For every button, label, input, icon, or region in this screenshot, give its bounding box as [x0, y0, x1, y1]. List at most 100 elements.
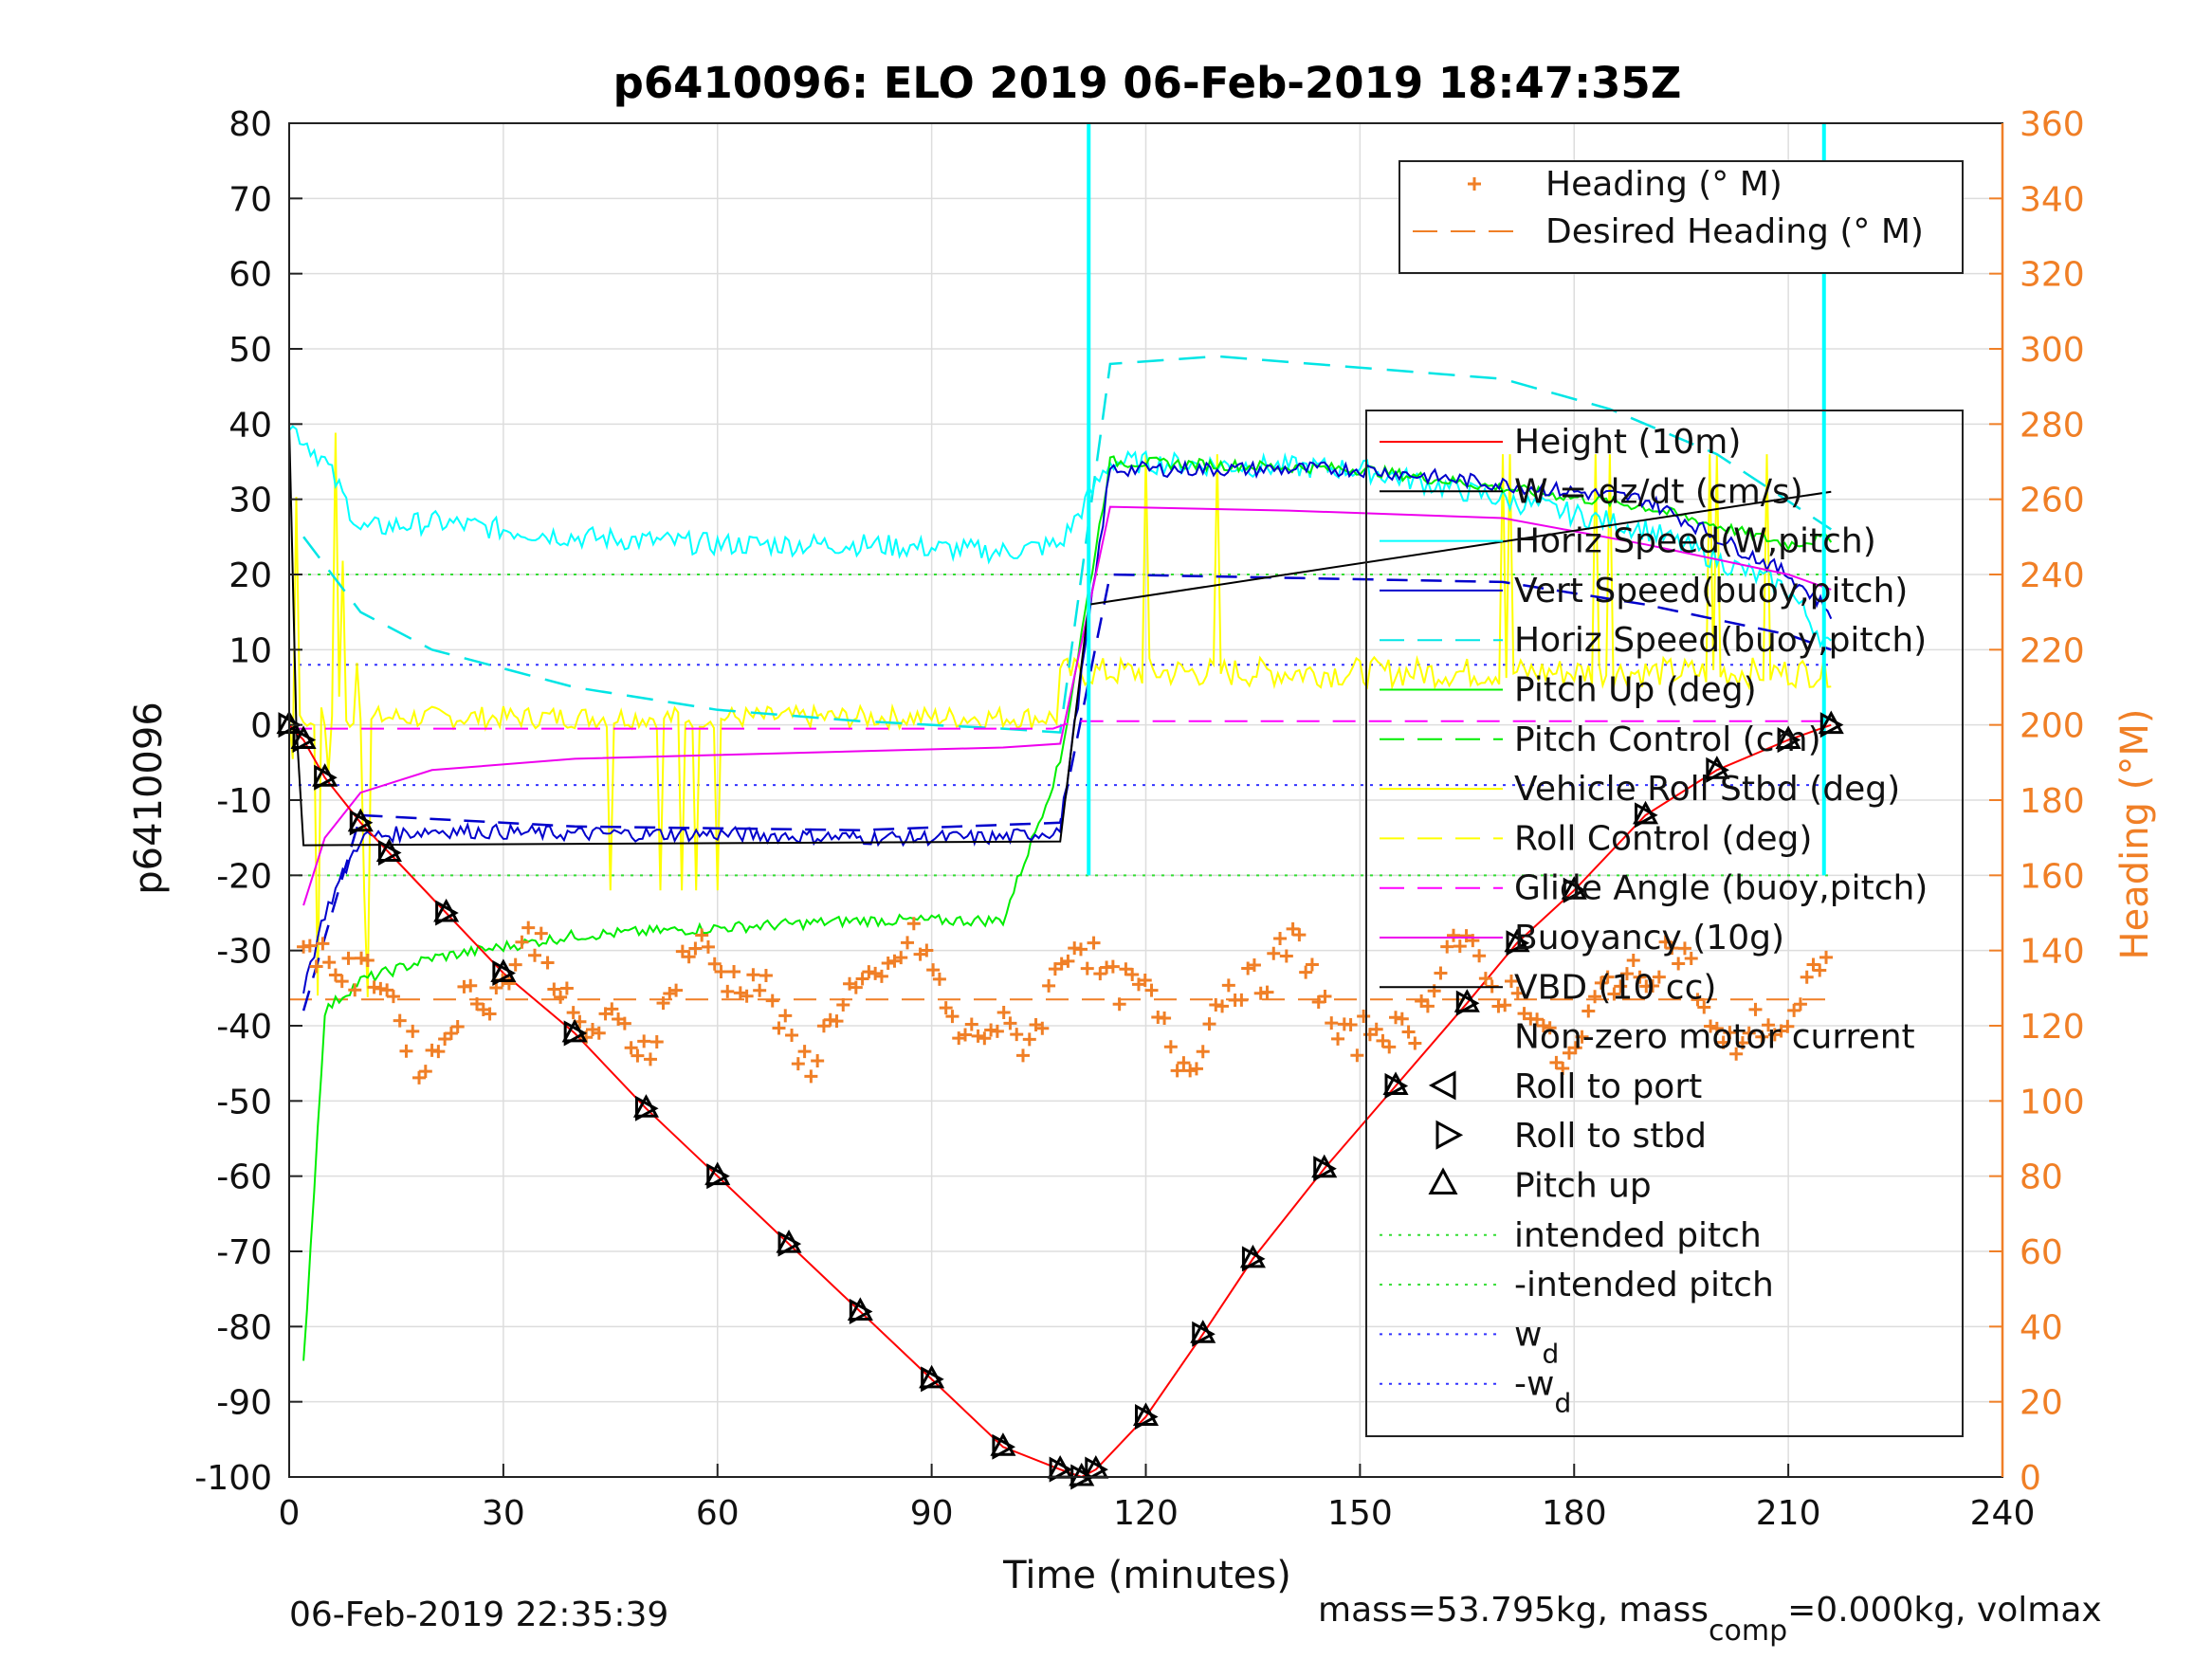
y2-tick-label: 140	[2020, 933, 2085, 972]
heading-marker	[1376, 1033, 1390, 1048]
heading-marker	[1350, 1048, 1364, 1063]
heading-marker	[1800, 970, 1814, 984]
heading-marker	[1729, 1047, 1744, 1061]
y-tick-label: -20	[216, 857, 272, 896]
y2-tick-label: 40	[2020, 1308, 2063, 1347]
heading-marker	[1022, 1032, 1036, 1047]
heading-marker	[1723, 1026, 1737, 1040]
series-line	[302, 505, 1832, 906]
y2-tick-label: 60	[2020, 1233, 2063, 1272]
heading-marker	[617, 1016, 631, 1030]
heading-marker	[746, 968, 760, 982]
roll-stbd-marker	[1455, 990, 1480, 1016]
heading-marker	[605, 1002, 619, 1016]
legend-label: Roll Control (deg)	[1514, 819, 1812, 858]
heading-marker	[1189, 1062, 1203, 1076]
heading-marker	[1177, 1056, 1191, 1070]
markers-layer	[276, 710, 1844, 1490]
heading-marker	[1016, 1048, 1030, 1063]
heading-marker	[971, 1029, 985, 1043]
heading-marker	[1646, 978, 1660, 993]
heading-marker	[554, 990, 568, 1004]
heading-marker	[508, 957, 522, 972]
legend-heading-label: Desired Heading (° M)	[1545, 212, 1924, 251]
heading-marker	[1125, 967, 1140, 981]
heading-marker	[920, 943, 934, 957]
y-tick-label: 80	[229, 105, 272, 144]
heading-marker	[772, 1021, 786, 1035]
roll-stbd-marker	[777, 1231, 802, 1257]
heading-marker	[335, 975, 349, 989]
y-tick-label: -90	[216, 1384, 272, 1423]
heading-marker	[1755, 1030, 1769, 1044]
heading-marker	[1672, 957, 1686, 971]
heading-marker	[740, 989, 754, 1003]
y-tick-label: 30	[229, 482, 272, 520]
heading-marker	[990, 1024, 1004, 1038]
legend-label: Height (10m)	[1514, 423, 1741, 462]
y2-axis-label: Heading (°M)	[2113, 709, 2157, 960]
legend-label: VBD (10 cc)	[1514, 968, 1716, 1007]
legend-label: Pitch Control (cm)	[1514, 720, 1821, 759]
heading-marker	[1183, 1064, 1197, 1078]
y2-tick-label: 200	[2020, 707, 2085, 746]
legend-label: Roll to stbd	[1514, 1117, 1707, 1156]
x-tick-label: 240	[1970, 1494, 2036, 1533]
heading-marker	[559, 981, 574, 995]
heading-marker	[1658, 935, 1673, 949]
heading-marker	[1619, 967, 1634, 981]
heading-marker	[309, 959, 323, 974]
heading-marker	[1434, 966, 1448, 980]
roll-stbd-marker	[1049, 1456, 1073, 1483]
series-line	[288, 425, 1832, 649]
heading-marker	[393, 1013, 407, 1028]
y-tick-label: -50	[216, 1083, 272, 1121]
heading-marker	[431, 1045, 446, 1059]
heading-marker	[1762, 1018, 1776, 1032]
heading-marker	[901, 936, 915, 950]
heading-marker	[399, 1044, 413, 1058]
x-tick-label: 150	[1327, 1494, 1393, 1533]
heading-marker	[759, 968, 773, 982]
heading-marker	[1614, 979, 1628, 994]
footer-mass-sub: comp	[1709, 1614, 1787, 1648]
x-tick-label: 30	[482, 1494, 525, 1533]
heading-marker	[1781, 1019, 1795, 1033]
heading-marker	[855, 972, 869, 986]
heading-marker	[1003, 1016, 1017, 1030]
y2-tick-label: 300	[2020, 331, 2085, 370]
heading-marker	[1357, 1009, 1371, 1023]
heading-marker	[1691, 993, 1705, 1007]
heading-marker	[663, 986, 677, 1000]
heading-marker	[1138, 974, 1152, 988]
roll-stbd-marker	[849, 1298, 873, 1325]
heading-marker	[996, 1006, 1011, 1019]
heading-marker	[1221, 978, 1235, 993]
heading-marker	[778, 1009, 793, 1023]
footer-date: 06-Feb-2019 22:35:39	[289, 1595, 668, 1634]
y-tick-label: -70	[216, 1233, 272, 1272]
heading-marker	[1704, 1019, 1718, 1033]
roll-stbd-marker	[1135, 1403, 1159, 1431]
legend-main: Height (10m) W = dz/dt (cm/s) Horiz Speed(…	[1365, 410, 1964, 1437]
x-tick-label: 0	[279, 1494, 301, 1533]
heading-marker	[1325, 1016, 1339, 1030]
heading-marker	[547, 982, 561, 996]
heading-marker	[959, 1028, 973, 1042]
y-tick-label: -30	[216, 933, 272, 972]
legend-label: Horiz Speed(W,pitch)	[1514, 522, 1876, 561]
legend-heading-plus	[1468, 177, 1481, 191]
heading-marker	[1440, 939, 1454, 954]
heading-marker	[1581, 1004, 1596, 1018]
heading-marker	[566, 1006, 580, 1020]
legend-heading-label: Heading (° M)	[1545, 165, 1782, 204]
heading-marker	[348, 983, 362, 997]
heading-marker	[483, 1007, 497, 1021]
heading-marker	[791, 1057, 805, 1071]
heading-marker	[341, 951, 356, 965]
heading-marker	[1305, 957, 1319, 972]
legend-roll-stbd-icon	[1435, 1120, 1464, 1150]
x-tick-label: 60	[696, 1494, 740, 1533]
heading-marker	[1234, 993, 1249, 1007]
heading-marker	[355, 951, 369, 965]
